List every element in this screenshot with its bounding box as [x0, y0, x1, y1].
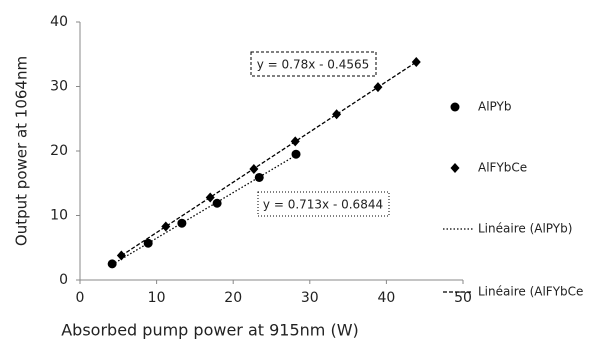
point — [254, 172, 264, 182]
point — [107, 259, 117, 269]
y-tick-label: 40 — [50, 14, 68, 30]
x-tick-label: 0 — [76, 290, 85, 306]
point — [212, 198, 222, 208]
trendline — [111, 154, 297, 266]
legend-marker — [450, 163, 460, 173]
legend-label: Linéaire (AlPYb) — [478, 222, 572, 236]
point — [161, 221, 171, 232]
point — [373, 82, 383, 93]
trendline — [121, 61, 417, 257]
annotation-box — [257, 191, 390, 217]
y-tick-label: 10 — [50, 208, 68, 224]
legend-label: AlFYbCe — [478, 161, 527, 175]
legend-marker — [450, 102, 460, 112]
x-tick-label: 10 — [148, 290, 166, 306]
x-tick-label: 40 — [377, 290, 395, 306]
legend-label: AlPYb — [478, 100, 511, 114]
x-axis-title: Absorbed pump power at 915nm (W) — [61, 321, 359, 340]
point — [290, 136, 300, 147]
annotation: y = 0.78x - 0.4565 — [257, 58, 370, 72]
x-tick-label: 20 — [224, 290, 242, 306]
point — [249, 164, 259, 175]
annotation: y = 0.713x - 0.6844 — [263, 198, 383, 212]
point — [332, 109, 342, 120]
x-tick-label: 30 — [301, 290, 319, 306]
point — [143, 238, 153, 248]
point — [116, 250, 126, 261]
y-tick-label: 30 — [50, 79, 68, 95]
point — [291, 149, 301, 159]
legend-label: Linéaire (AlFYbCe — [478, 285, 583, 299]
point — [177, 218, 187, 228]
y-tick-label: 0 — [59, 272, 68, 288]
x-tick-label: 50 — [454, 290, 472, 306]
y-tick-label: 20 — [50, 143, 68, 159]
annotation-box — [250, 51, 377, 77]
point — [411, 56, 421, 67]
point — [205, 192, 215, 203]
y-axis-title: Output power at 1064nm — [13, 56, 31, 246]
